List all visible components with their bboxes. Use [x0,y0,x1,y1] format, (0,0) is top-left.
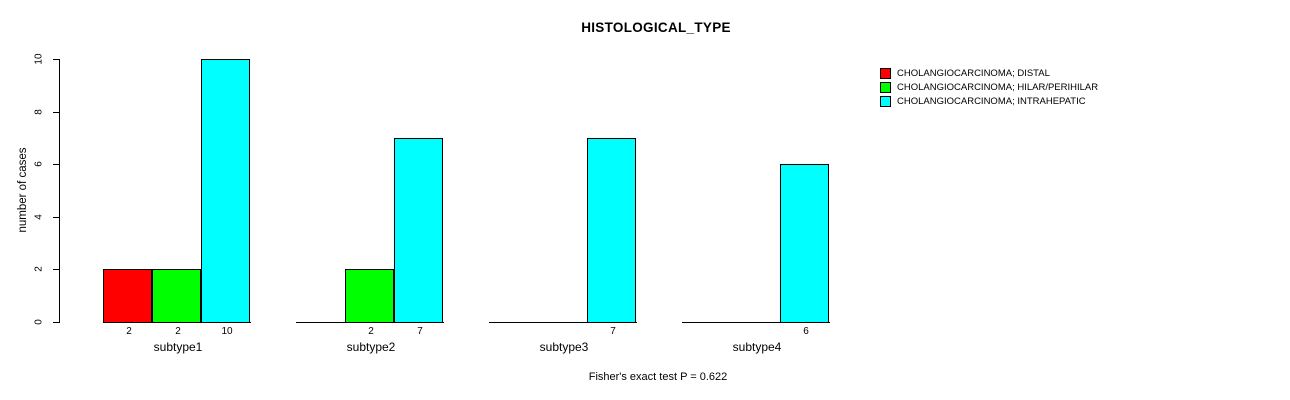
bar-value-label: 7 [610,326,616,337]
y-tick-label: 10 [33,53,45,65]
bar-subtype1-series0 [103,269,152,323]
legend-label: CHOLANGIOCARCINOMA; INTRAHEPATIC [897,95,1086,107]
x-category-label: subtype4 [732,340,782,354]
legend-swatch [880,95,891,107]
y-tick-label: 0 [33,319,45,325]
bar-subtype2-series2 [394,138,443,323]
legend-swatch [880,67,891,79]
bar-subtype4-series2 [780,164,829,323]
legend-row-2: CHOLANGIOCARCINOMA; INTRAHEPATIC [880,94,1098,108]
chart-title: HISTOLOGICAL_TYPE [581,20,731,35]
y-tick-label: 6 [33,161,45,167]
legend-label: CHOLANGIOCARCINOMA; HILAR/PERIHILAR [897,81,1099,93]
y-tick-label: 4 [33,214,45,220]
legend: CHOLANGIOCARCINOMA; DISTAL CHOLANGIOCARCI… [880,66,1098,108]
y-axis-line [59,59,60,323]
legend-swatch [880,81,891,93]
y-tick [53,217,59,218]
group-baseline [682,322,830,323]
x-category-label: subtype1 [153,340,203,354]
bar-value-label: 2 [175,326,181,337]
y-tick-label: 2 [33,266,45,272]
bar-value-label: 2 [126,326,132,337]
bar-subtype3-series2 [587,138,636,323]
bar-subtype2-series1 [345,269,394,323]
x-category-label: subtype2 [346,340,396,354]
y-tick [53,59,59,60]
legend-label: CHOLANGIOCARCINOMA; DISTAL [897,67,1050,79]
bar-value-label: 7 [417,326,423,337]
bar-subtype1-series2 [201,59,250,323]
group-baseline [489,322,637,323]
y-tick-label: 8 [33,109,45,115]
y-tick [53,269,59,270]
y-tick [53,112,59,113]
bar-value-label: 2 [368,326,374,337]
legend-row-0: CHOLANGIOCARCINOMA; DISTAL [880,66,1098,80]
legend-row-1: CHOLANGIOCARCINOMA; HILAR/PERIHILAR [880,80,1098,94]
bar-value-label: 6 [803,326,809,337]
x-category-label: subtype3 [539,340,589,354]
bar-value-label: 10 [221,326,233,337]
bar-subtype1-series1 [152,269,201,323]
footer-stat-text: Fisher's exact test P = 0.622 [588,371,728,383]
y-tick [53,322,59,323]
y-tick [53,164,59,165]
